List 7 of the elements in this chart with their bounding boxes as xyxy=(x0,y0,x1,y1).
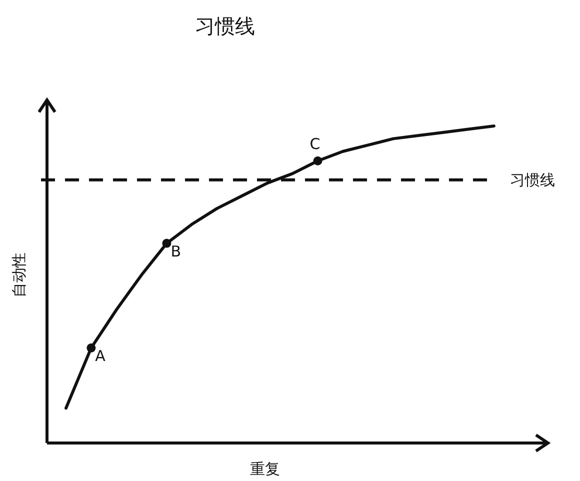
ref-line-label: 习惯线 xyxy=(510,170,555,189)
annotation: C xyxy=(310,134,320,153)
chart-title: 习惯线 xyxy=(195,14,255,38)
y-axis-title: 自动性 xyxy=(10,252,28,298)
annotation: B xyxy=(170,242,182,260)
annotation: A xyxy=(95,346,106,365)
x-axis-title: 重复 xyxy=(250,460,280,478)
